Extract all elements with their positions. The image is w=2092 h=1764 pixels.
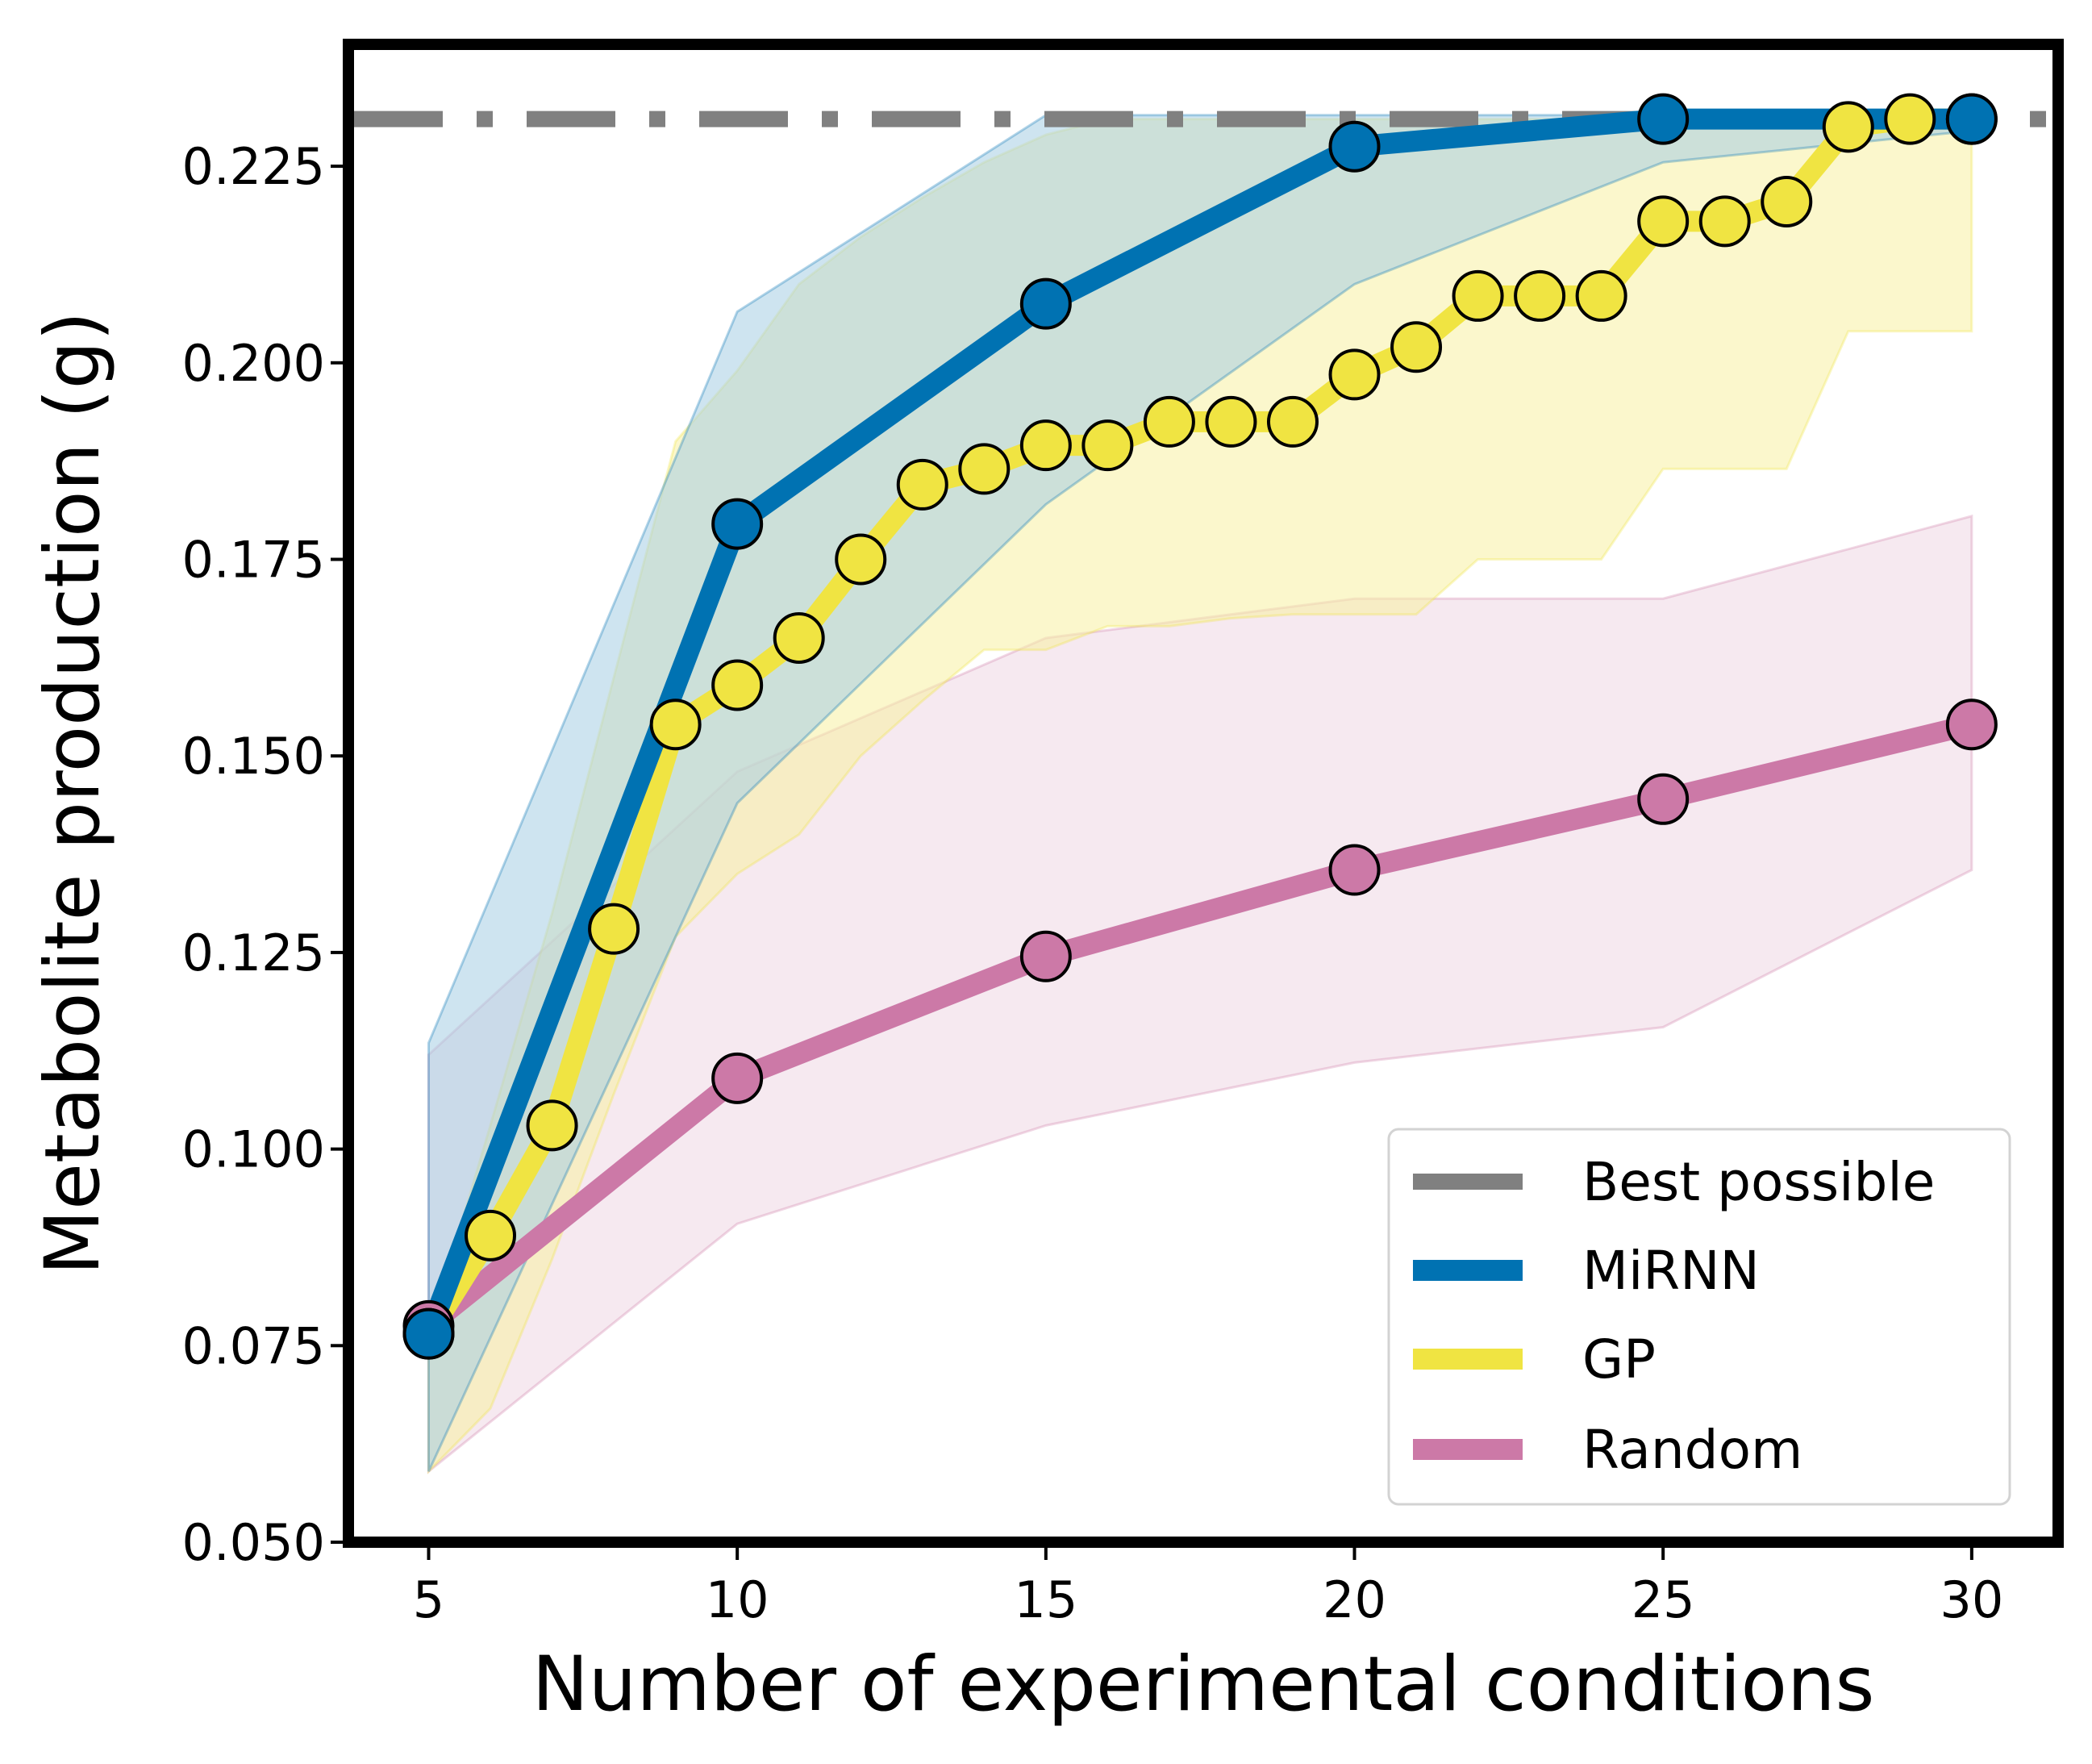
y-axis-title: Metabolite production (g)	[29, 311, 117, 1275]
gp-point	[1822, 101, 1874, 153]
gp-point	[1637, 195, 1690, 248]
x-tick-label: 25	[1632, 1570, 1695, 1629]
mirnn-point	[1019, 277, 1072, 330]
y-tick-label: 0.150	[182, 727, 326, 786]
random-point	[711, 1052, 764, 1104]
series-markers	[402, 93, 1998, 1360]
gp-point	[773, 611, 825, 664]
random-point	[1945, 699, 1998, 751]
gp-point	[835, 533, 887, 586]
plot-frame	[343, 39, 2064, 1548]
gp-point	[649, 699, 702, 751]
y-tick-label: 0.175	[182, 530, 326, 589]
mirnn-point	[1328, 120, 1381, 173]
y-tick-label: 0.225	[182, 137, 326, 196]
x-tick-label: 5	[413, 1570, 444, 1629]
mirnn-point	[402, 1307, 455, 1360]
gp-point	[1019, 419, 1072, 472]
legend-label-gp: GP	[1582, 1328, 1656, 1391]
x-axis: 5 10 15 20 25 30	[413, 1548, 2003, 1629]
gp-point	[1328, 348, 1381, 401]
gp-point	[1452, 269, 1504, 322]
mirnn-point	[1945, 93, 1998, 145]
gp-point	[588, 903, 640, 955]
gp-point	[1390, 321, 1443, 373]
random-point	[1637, 773, 1690, 825]
gp-point	[465, 1209, 517, 1261]
gp-point	[711, 659, 764, 711]
gp-point	[1266, 395, 1319, 448]
random-line	[422, 714, 1974, 1335]
legend: Best possible MiRNN GP Random	[1387, 1128, 2011, 1506]
gp-point	[1143, 395, 1195, 448]
legend-label-mirnn: MiRNN	[1582, 1240, 1760, 1302]
gp-point	[896, 458, 948, 511]
mirnn-point	[1637, 93, 1690, 145]
gp-point	[526, 1099, 578, 1152]
y-tick-label: 0.200	[182, 334, 326, 393]
y-tick-label: 0.050	[182, 1513, 326, 1572]
gp-point	[1698, 195, 1751, 248]
mirnn-line	[419, 108, 1972, 1338]
y-axis: 0.050 0.075 0.100 0.125 0.150 0.175 0.200 0.225	[182, 137, 343, 1572]
gp-point	[1884, 93, 1936, 145]
gp-point	[1205, 395, 1257, 448]
y-tick-label: 0.075	[182, 1316, 326, 1375]
x-tick-label: 10	[706, 1570, 769, 1629]
gp-point	[1514, 269, 1566, 322]
legend-label-best-possible: Best possible	[1582, 1151, 1935, 1213]
random-point	[1328, 844, 1381, 896]
legend-label-random: Random	[1582, 1419, 1802, 1481]
y-tick-label: 0.125	[182, 924, 326, 982]
legend-box	[1387, 1128, 2011, 1506]
mirnn-point	[711, 498, 764, 550]
gp-point	[1081, 419, 1134, 472]
x-tick-label: 20	[1323, 1570, 1386, 1629]
x-axis-title: Number of experimental conditions	[531, 1641, 1874, 1729]
y-tick-label: 0.100	[182, 1120, 326, 1179]
gp-point	[1761, 175, 1813, 227]
gp-point	[1575, 269, 1627, 322]
x-tick-label: 30	[1940, 1570, 2003, 1629]
gp-point	[958, 443, 1011, 495]
random-point	[1019, 930, 1072, 982]
x-tick-label: 15	[1014, 1570, 1077, 1629]
